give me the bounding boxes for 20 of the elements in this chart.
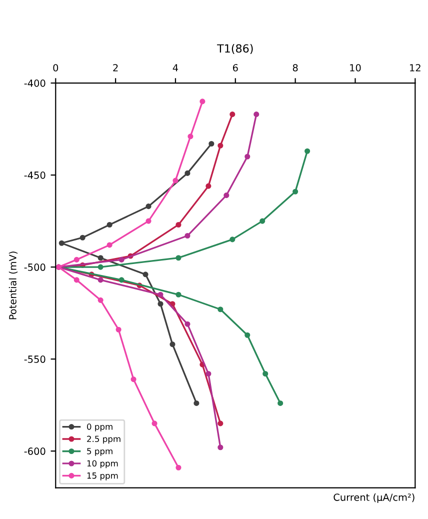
legend-label: 2.5 ppm <box>87 436 120 444</box>
y-tick-label: -450 <box>24 172 46 179</box>
y-tick-label: -600 <box>24 448 46 455</box>
chart-title: T1(86) <box>217 44 253 54</box>
legend-label: 0 ppm <box>87 424 112 432</box>
x-tick-label: 8 <box>292 64 298 72</box>
y-tick-label: -550 <box>24 356 46 363</box>
y-tick-label: -500 <box>24 264 46 271</box>
x-tick-label: 6 <box>232 64 238 72</box>
x-tick-label: 4 <box>172 64 178 72</box>
legend-label: 10 ppm <box>87 460 118 468</box>
x-tick-label: 2 <box>113 64 118 72</box>
legend-label: 15 ppm <box>87 472 118 480</box>
x-tick-label: 10 <box>350 64 361 72</box>
y-axis-title: Potential (mV) <box>8 252 18 320</box>
legend-label: 5 ppm <box>87 448 112 456</box>
x-tick-label: 12 <box>410 64 420 72</box>
x-axis-title: Current (μA/cm²) <box>334 493 414 503</box>
y-tick-label: -400 <box>24 80 46 87</box>
x-tick-label: 0 <box>53 64 58 72</box>
